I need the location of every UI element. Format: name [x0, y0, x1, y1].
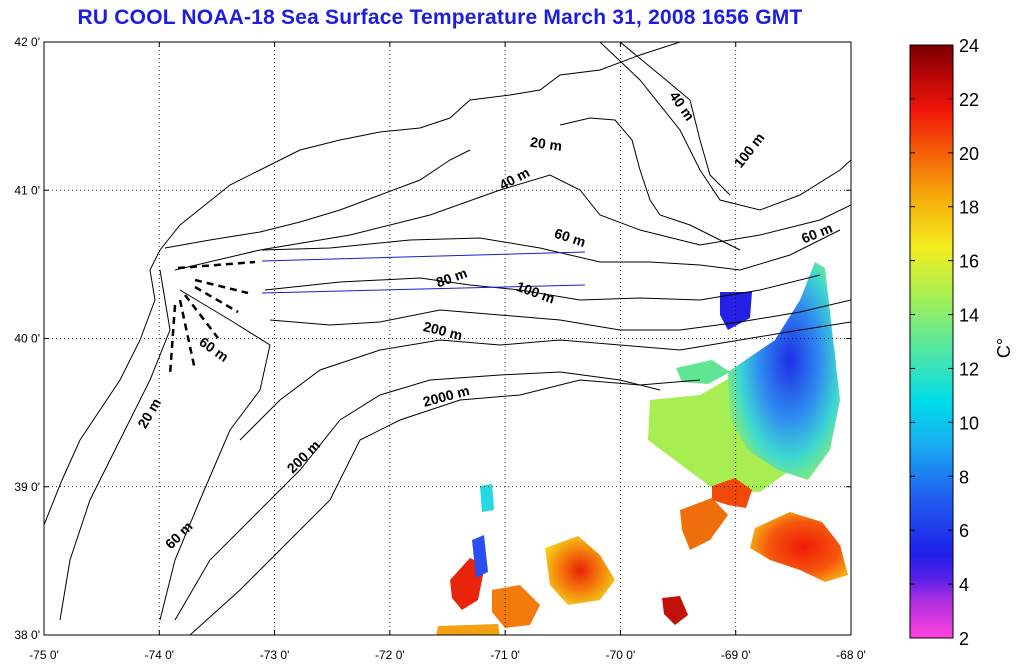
lon-tick-label: -74 0': [144, 648, 174, 662]
colorbar-tick-label: 14: [959, 306, 979, 326]
contour-label: 80 m: [434, 264, 469, 290]
contour-80m: [264, 274, 821, 301]
contour-label: 200 m: [422, 318, 464, 343]
colorbar-tick-label: 10: [959, 413, 979, 433]
contour-gom-40m: [619, 42, 731, 196]
contour-60m: [159, 289, 271, 621]
contour-label: 100 m: [514, 278, 557, 307]
dash-line: [177, 260, 256, 270]
sst-patch-red-small: [662, 596, 688, 625]
contour-200m-south: [174, 371, 661, 621]
contour-40m: [174, 174, 851, 271]
colorbar-tick-label: 18: [959, 198, 979, 218]
colorbar-ticks: 24 22 20 18 16 14 12 10 8 6 4 2: [910, 36, 979, 649]
contour-label: 40 m: [496, 164, 532, 193]
lat-tick-label: 39 0': [14, 480, 40, 494]
contour-60m-north: [261, 229, 841, 271]
lat-tick-label: 38 0': [14, 628, 40, 642]
contour-label: 2000 m: [421, 382, 471, 410]
hudson-canyon-dashes: [168, 260, 256, 376]
colorbar: [909, 44, 954, 639]
sst-patch-warm-streamer: [680, 498, 728, 550]
sst-patch-gulfstream-east: [750, 512, 848, 582]
sst-patch-warm-south: [492, 585, 540, 628]
sst-patch-gulfstream-mid: [712, 478, 752, 508]
grid-lines: [44, 42, 851, 635]
contour-200m: [239, 321, 851, 441]
colorbar-unit-label: C°: [994, 338, 1014, 358]
coastline-longisland: [164, 149, 471, 249]
lon-tick-label: -73 0': [260, 648, 290, 662]
sst-patch-green-fringe: [676, 360, 730, 384]
colorbar-tick-label: 4: [959, 575, 969, 595]
contour-label: 60 m: [552, 225, 587, 250]
sst-patch-warm-center: [545, 536, 615, 605]
map-title: RU COOL NOAA-18 Sea Surface Temperature …: [77, 6, 803, 29]
transect-north: [261, 251, 586, 262]
dash-line: [168, 304, 177, 376]
transect-lines: [261, 251, 586, 294]
sst-patch-blue-streak: [472, 535, 488, 578]
dash-line: [194, 278, 249, 295]
contour-gom-100m: [599, 42, 851, 211]
lat-tick-label: 41 0': [14, 183, 40, 197]
colorbar-tick-label: 6: [959, 521, 969, 541]
contour-label: 20 m: [134, 395, 164, 431]
sst-patch-coast-specks: [436, 624, 500, 635]
lon-tick-label: -75 0': [29, 648, 59, 662]
coastline-mainland: [44, 42, 681, 526]
colorbar-tick-label: 24: [959, 36, 979, 56]
transect-south: [261, 284, 586, 294]
lat-tick-label: 40 0': [14, 332, 40, 346]
sst-patch-cyan-speck: [480, 484, 494, 512]
contour-100m: [269, 299, 851, 331]
coastline-capecod: [559, 117, 741, 251]
contour-20m: [59, 269, 171, 621]
lat-tick-label: 42 0': [14, 35, 40, 49]
lon-tick-label: -72 0': [375, 648, 405, 662]
lon-tick-label: -69 0': [721, 648, 751, 662]
contour-label: 60 m: [196, 334, 231, 365]
dash-line: [178, 299, 197, 371]
lon-tick-label: -70 0': [606, 648, 636, 662]
lon-tick-label: -71 0': [490, 648, 520, 662]
contour-2000m: [189, 379, 701, 635]
dash-line: [194, 285, 239, 314]
sst-patch-cold-core: [728, 262, 840, 480]
colorbar-tick-label: 22: [959, 90, 979, 110]
colorbar-tick-label: 16: [959, 252, 979, 272]
contour-label: 20 m: [529, 134, 563, 154]
colorbar-tick-label: 12: [959, 359, 979, 379]
lon-tick-label: -68 0': [836, 648, 866, 662]
colorbar-tick-label: 2: [959, 629, 969, 649]
contour-label: 200 m: [284, 437, 323, 476]
axis-ticks: -75 0' -74 0' -73 0' -72 0' -71 0' -70 0' -69 …: [14, 35, 865, 662]
sst-data-layer: [436, 262, 848, 635]
dash-line: [184, 294, 219, 339]
colorbar-tick-label: 8: [959, 467, 969, 487]
bathymetry-contours: [44, 42, 851, 635]
colorbar-tick-label: 20: [959, 144, 979, 164]
